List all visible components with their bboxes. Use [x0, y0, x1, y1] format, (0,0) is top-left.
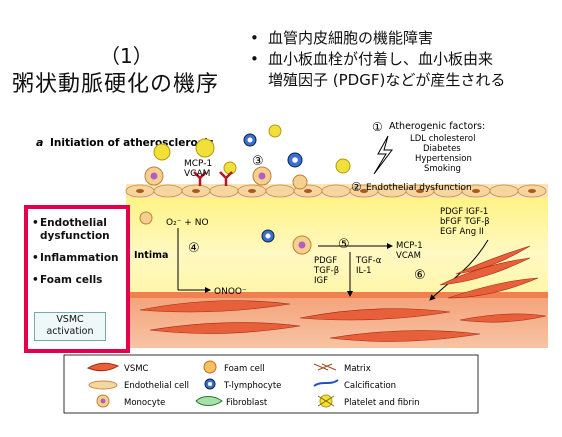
factor-item: Diabetes	[423, 144, 461, 154]
step-3-number: ③	[252, 154, 264, 169]
legend-matrix: Matrix	[344, 364, 371, 374]
factor-item: Hypertension	[415, 154, 472, 164]
bullet-item: 血小板血栓が付着し、血小板由来	[250, 49, 505, 70]
mcp1-left: MCP-1	[184, 159, 212, 169]
vsmc-icon	[86, 362, 120, 372]
summary-box: Endothelial dysfunction Inflammation Foa…	[24, 205, 130, 353]
step-1-number: ①	[372, 120, 383, 134]
legend-calc: Calcification	[344, 381, 396, 391]
growth-factor-row: bFGF TGF-β	[440, 217, 490, 227]
growth-factor-row: EGF Ang II	[440, 227, 484, 237]
legend-plate: Platelet and fibrin	[344, 398, 420, 408]
matrix-icon	[313, 363, 337, 371]
foam-cell-icon	[203, 360, 217, 374]
factor-item: LDL cholesterol	[410, 134, 475, 144]
step-5-number: ⑤	[338, 237, 350, 252]
calcification-icon	[313, 379, 339, 387]
vsmc-cells	[139, 245, 547, 342]
tgfa-label: TGF-α	[355, 256, 382, 266]
o2-no-label: O₂⁻ + NO	[166, 218, 209, 228]
factor-item: Smoking	[424, 164, 461, 174]
lumen-cells	[139, 124, 351, 255]
legend-tlym: T-lymphocyte	[223, 381, 281, 391]
endothelial-layer	[125, 184, 548, 198]
il1-label: IL-1	[356, 266, 372, 276]
figure-letter: a	[36, 136, 43, 149]
legend-fibro: Fibroblast	[226, 398, 268, 408]
elastic-lamina	[126, 292, 548, 298]
bullet-list: 血管内皮細胞の機能障害 血小板血栓が付着し、血小板由来 増殖因子 (PDGF)な…	[250, 28, 505, 91]
legend-box	[63, 354, 479, 414]
endothelial-dysfunction-label: Endothelial dysfunction	[366, 183, 472, 193]
figure-heading: Initiation of atherosclerosis	[50, 137, 214, 149]
legend-foam: Foam cell	[224, 364, 265, 374]
onoo-label: ONOO⁻	[214, 287, 247, 297]
slide-title: 粥状動脈硬化の機序	[12, 72, 220, 97]
summary-item: Inflammation	[32, 252, 126, 265]
summary-item: Foam cells	[32, 274, 126, 287]
vsmc-label: VSMC	[56, 314, 84, 325]
vsmc-activation-box: VSMC activation	[34, 312, 106, 341]
intima-label: Intima	[134, 250, 168, 261]
step-4-number: ④	[188, 241, 200, 256]
igf-mid: IGF	[314, 276, 328, 286]
step-6-number: ⑥	[414, 268, 426, 283]
title-number: （1）	[100, 44, 153, 68]
bullet-item: 血管内皮細胞の機能障害	[250, 28, 505, 49]
vcam-right: VCAM	[396, 251, 421, 261]
vcam-left: VCAM	[184, 169, 210, 179]
summary-item: Endothelial dysfunction	[32, 217, 126, 243]
step-2-number: ②	[351, 180, 362, 194]
legend-mono: Monocyte	[124, 398, 165, 408]
pdgf-mid: PDGF	[314, 256, 337, 266]
mcp1-right: MCP-1	[396, 241, 423, 251]
legend-endo: Endothelial cell	[124, 381, 189, 391]
activation-label: activation	[46, 326, 94, 337]
fibroblast-icon	[195, 396, 223, 406]
growth-factor-row: PDGF IGF-1	[440, 207, 488, 217]
tgfb-mid: TGF-β	[313, 266, 339, 276]
vcam-receptors	[193, 171, 233, 186]
legend-vsmc: VSMC	[124, 364, 149, 374]
endothelial-icon	[88, 380, 118, 390]
bullet-item-continued: 増殖因子 (PDGF)などが産生される	[268, 71, 506, 89]
factors-title: Atherogenic factors:	[389, 121, 485, 132]
lightning-icon	[373, 135, 393, 175]
